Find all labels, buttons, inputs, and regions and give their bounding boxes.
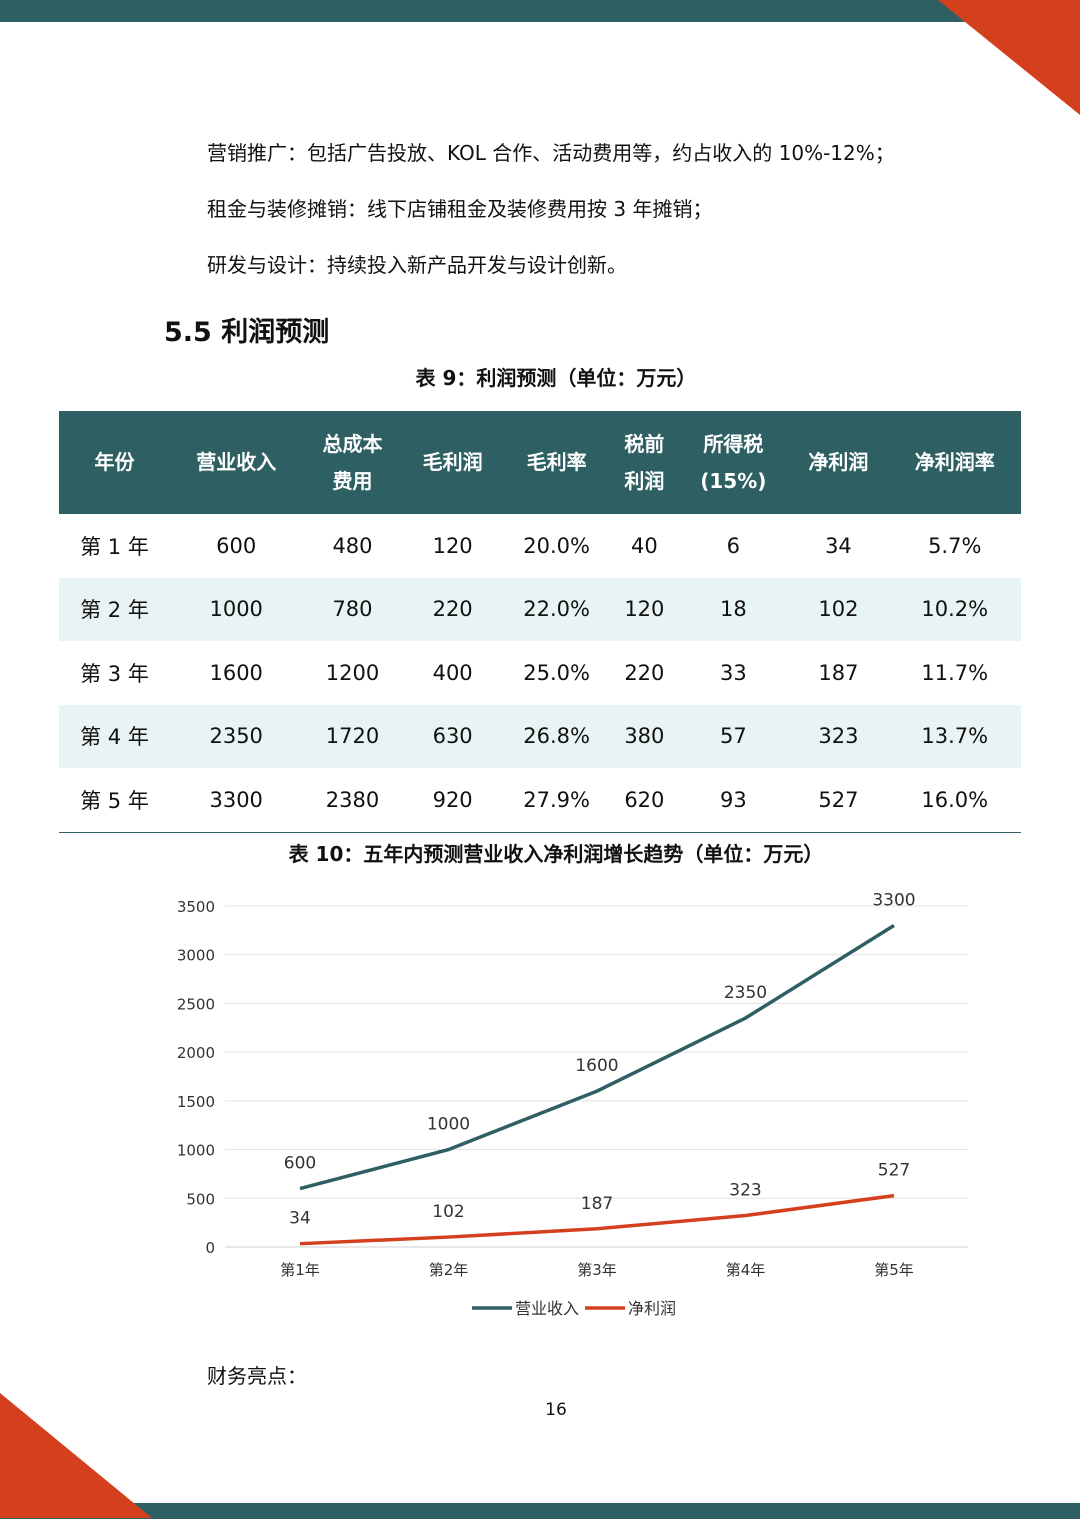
table-cell: 1720 (302, 704, 403, 768)
table-row: 第 1 年 600 480 120 20.0% 40 6 34 5.7% (59, 514, 1021, 578)
y-tick-label: 3000 (177, 947, 215, 965)
column-header: 毛利润 (402, 411, 503, 514)
table-cell: 1600 (209, 660, 263, 685)
table-cell: 1200 (325, 660, 380, 685)
corner-triangle-top (938, 0, 1080, 115)
x-tick-label: 第5年 (874, 1261, 914, 1279)
table-cell: 780 (302, 577, 403, 641)
column-header: 营业收入 (169, 411, 303, 514)
column-header: 毛利率 (502, 411, 611, 514)
column-header: 总成本 费用 (302, 411, 403, 514)
bottom-band (0, 1503, 1080, 1519)
legend-label: 净利润 (628, 1299, 676, 1318)
table-cell: 102 (788, 577, 889, 641)
table-cell: 920 (402, 768, 503, 833)
data-label: 527 (878, 1161, 910, 1181)
table-cell: 40 (631, 533, 658, 558)
data-label: 1600 (575, 1056, 618, 1076)
table-cell: 11.7% (921, 660, 989, 685)
table-cell: 120 (610, 577, 679, 641)
table-cell: 187 (818, 660, 859, 685)
table-cell: 600 (216, 533, 257, 558)
data-label: 1000 (427, 1115, 470, 1135)
table-cell: 323 (788, 704, 889, 768)
table-row: 第 3 年 1600 1200 400 25.0% 220 33 187 11.7% (59, 641, 1021, 705)
page-number: 16 (545, 1400, 567, 1420)
profit-forecast-table: 年份 营业收入 总成本 费用 毛利润 毛利率 税前 利润 所得税 (15%) 净利润 净利润率 … (59, 411, 1021, 833)
table-cell: 27.9% (502, 768, 611, 833)
table-cell: 480 (332, 533, 373, 558)
paragraph: 营销推广：包括广告投放、KOL 合作、活动费用等，约占收入的 10%-12%； (207, 141, 895, 165)
paragraph: 租金与装修摊销：线下店铺租金及装修费用按 3 年摊销； (207, 197, 713, 221)
table-cell: 10.2% (888, 577, 1021, 641)
paragraph: 研发与设计：持续投入新产品开发与设计创新。 (207, 253, 627, 277)
section-title: 5.5 利润预测 (164, 317, 330, 348)
table-cell: 22.0% (502, 577, 611, 641)
table-cell: 第 4 年 (59, 704, 170, 768)
table-cell: 20.0% (523, 533, 590, 558)
table-cell: 18 (678, 577, 789, 641)
x-tick-label: 第1年 (280, 1261, 320, 1279)
table-cell: 220 (624, 660, 665, 685)
corner-triangle-bottom (0, 1393, 152, 1518)
y-tick-label: 1000 (177, 1142, 215, 1160)
y-tick-label: 1500 (177, 1093, 215, 1111)
x-tick-label: 第3年 (577, 1261, 617, 1279)
table-cell: 第 2 年 (59, 577, 170, 641)
data-label: 102 (432, 1202, 464, 1222)
table-caption: 表 9：利润预测（单位：万元） (415, 366, 697, 390)
column-header: 净利润率 (888, 411, 1021, 514)
table-cell: 13.7% (888, 704, 1021, 768)
table-cell: 120 (432, 533, 473, 558)
data-label: 34 (289, 1209, 311, 1229)
data-label: 600 (284, 1154, 316, 1174)
y-tick-label: 0 (205, 1239, 215, 1257)
y-tick-label: 2500 (177, 995, 215, 1013)
table-cell: 2350 (169, 704, 303, 768)
y-tick-label: 3500 (177, 898, 215, 916)
table-cell: 34 (825, 533, 852, 558)
line-chart: 0 500 1000 1500 2000 2500 3000 3500 第1年 第2年 第3年 第4年… (177, 890, 968, 1318)
table-cell: 16.0% (888, 768, 1021, 833)
table-cell: 第 3 年 (80, 661, 149, 686)
table-cell: 620 (610, 768, 679, 833)
column-header: 税前 利润 (610, 411, 679, 514)
table-cell: 33 (719, 660, 747, 685)
data-label: 3300 (872, 890, 915, 910)
table-cell: 1000 (169, 577, 303, 641)
table-cell: 380 (610, 704, 679, 768)
table-cell: 25.0% (523, 660, 590, 685)
x-tick-label: 第4年 (726, 1261, 766, 1279)
table-row: 第 4 年 2350 1720 630 26.8% 380 57 323 13.7% (59, 704, 1021, 768)
column-header: 所得税 (15%) (678, 411, 789, 514)
column-header: 净利润 (788, 411, 889, 514)
table-cell: 6 (726, 533, 740, 558)
chart-title: 表 10：五年内预测营业收入净利润增长趋势（单位：万元） (288, 842, 824, 866)
data-label: 2350 (724, 983, 767, 1003)
table-row: 第 5 年 3300 2380 920 27.9% 620 93 527 16.0% (59, 768, 1021, 833)
top-band (0, 0, 1080, 22)
table-cell: 220 (402, 577, 503, 641)
table-cell: 3300 (169, 768, 303, 833)
footer-heading: 财务亮点： (207, 1364, 307, 1388)
table-cell: 93 (678, 768, 789, 833)
table-cell: 630 (402, 704, 503, 768)
legend-label: 营业收入 (515, 1299, 579, 1318)
data-label: 187 (581, 1194, 613, 1214)
data-label: 323 (729, 1181, 761, 1201)
y-tick-label: 2000 (177, 1044, 215, 1062)
table-cell: 57 (678, 704, 789, 768)
table-cell: 5.7% (928, 533, 982, 558)
table-cell: 400 (432, 660, 473, 685)
table-cell: 527 (788, 768, 889, 833)
table-cell: 第 1 年 (80, 534, 149, 559)
table-cell: 第 5 年 (59, 768, 170, 833)
column-header: 年份 (59, 411, 170, 514)
table-row: 第 2 年 1000 780 220 22.0% 120 18 102 10.2% (59, 577, 1021, 641)
table-cell: 2380 (302, 768, 403, 833)
x-tick-label: 第2年 (429, 1261, 469, 1279)
y-tick-label: 500 (186, 1190, 215, 1208)
table-cell: 26.8% (502, 704, 611, 768)
